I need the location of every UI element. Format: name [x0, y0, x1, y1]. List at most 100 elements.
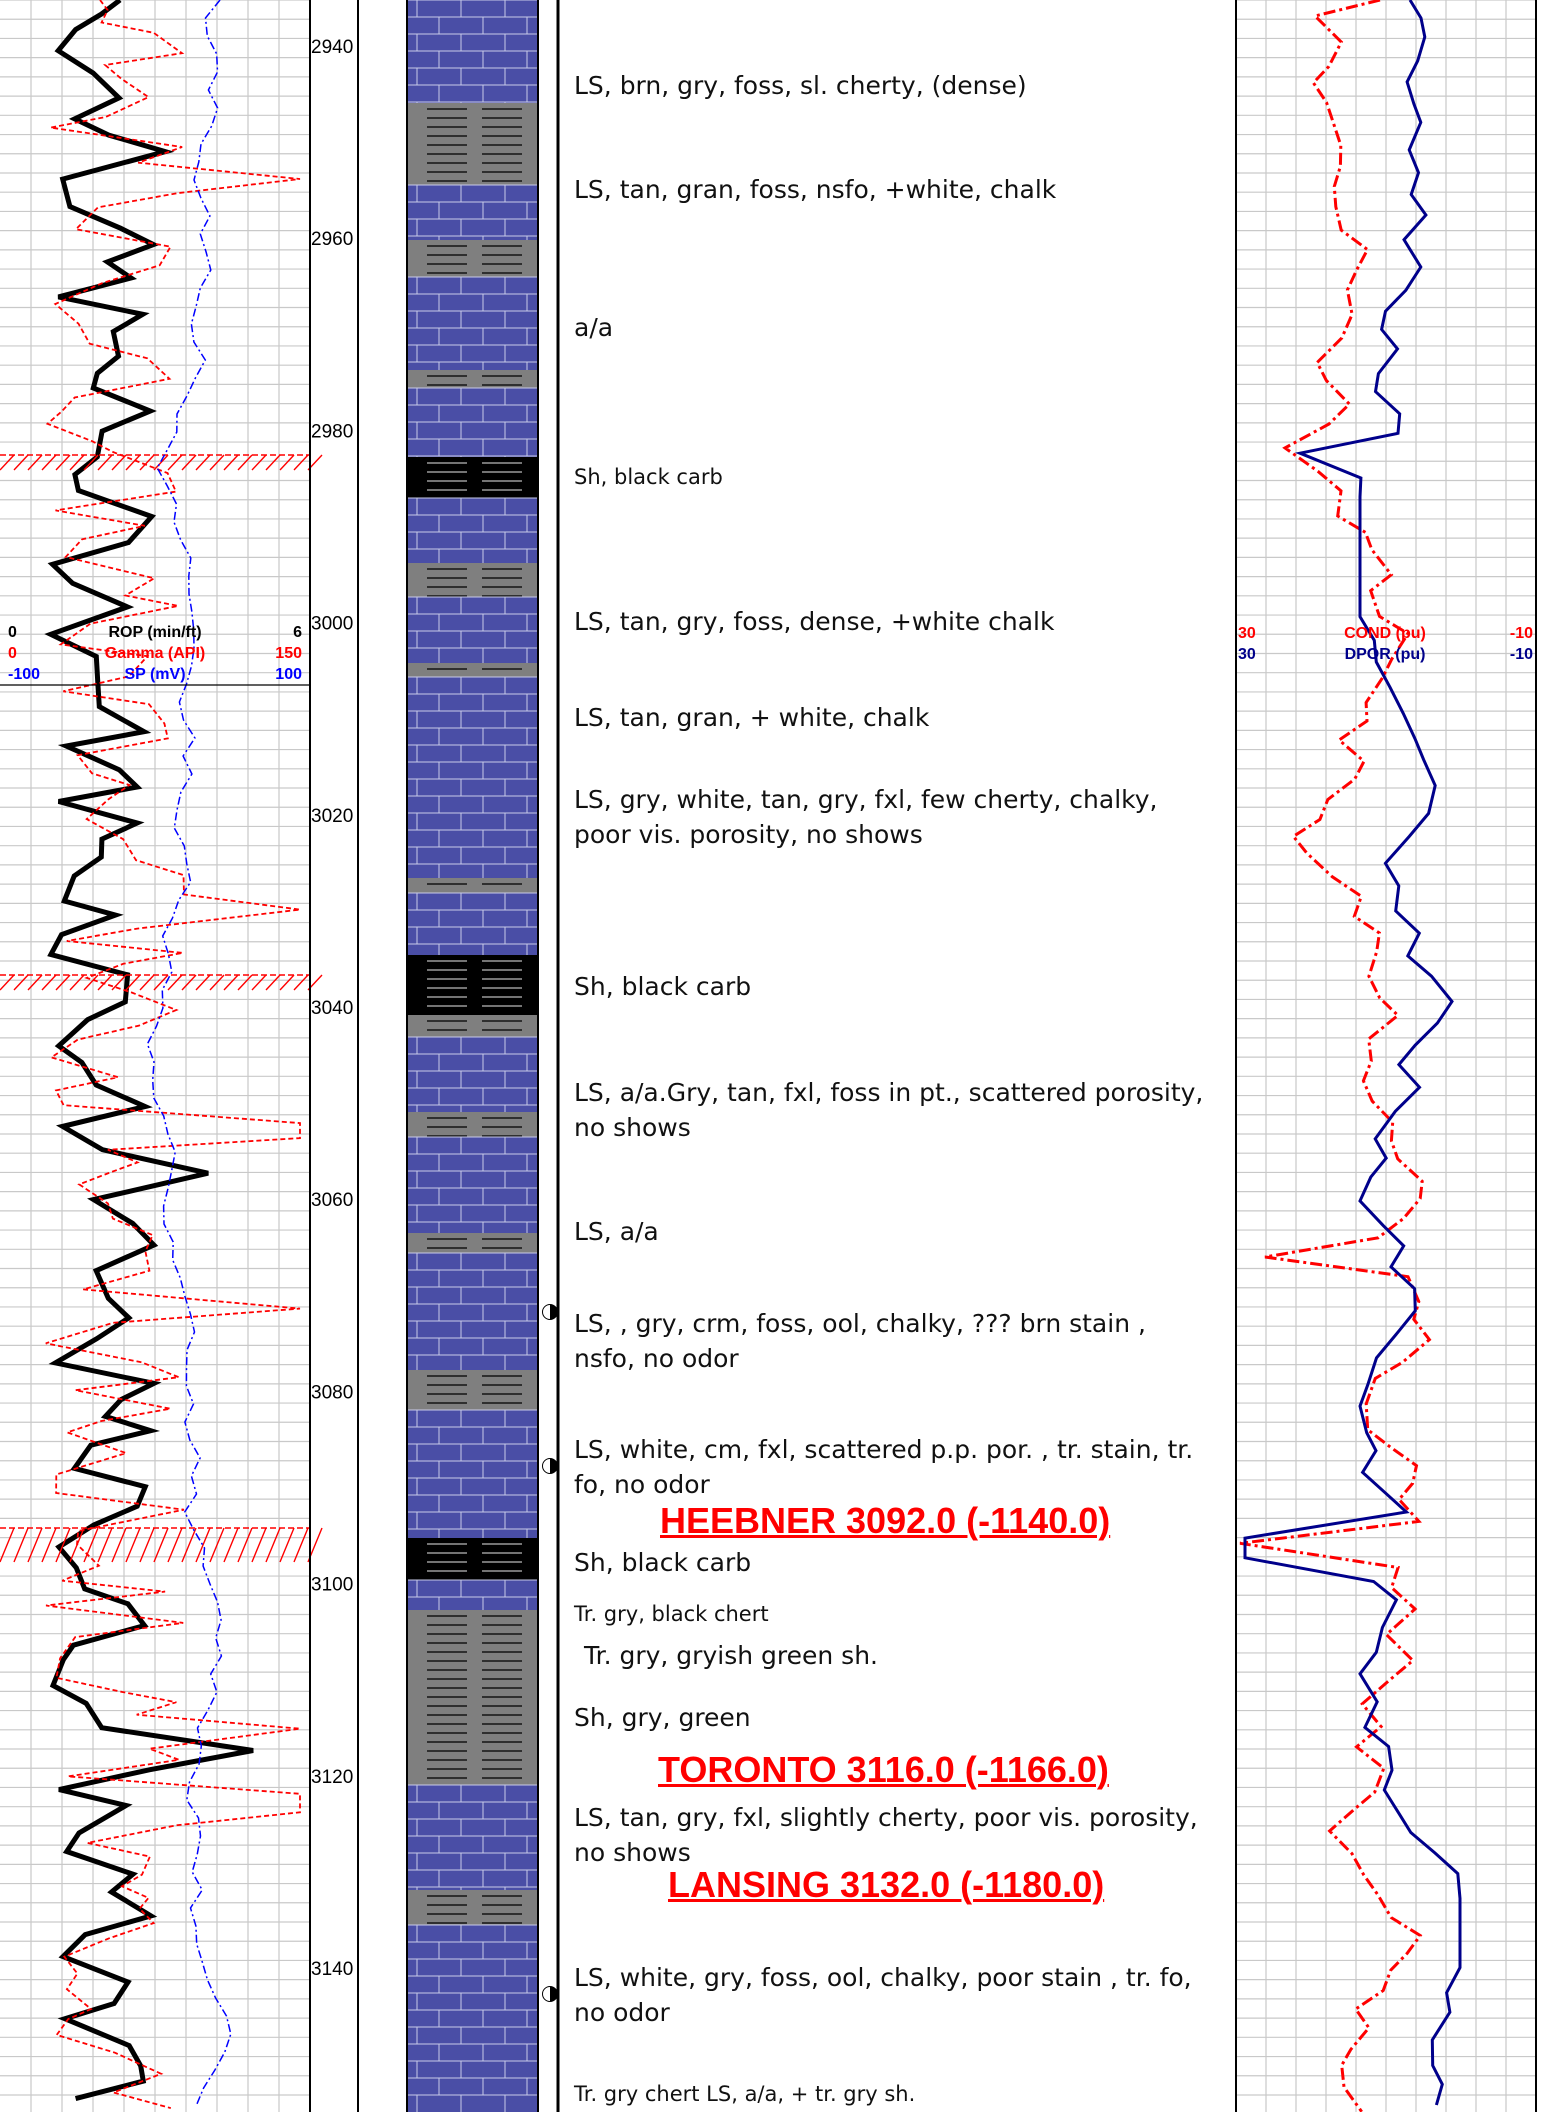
limestone-interval — [407, 1037, 538, 1112]
dpor-scale-max: -10 — [1510, 646, 1533, 663]
gamma-hatch — [13, 1527, 29, 1563]
cond-scale-min: 30 — [1238, 625, 1256, 642]
lithology-column — [407, 0, 538, 2112]
shale-interval — [407, 1538, 538, 1580]
gamma-hatch — [97, 454, 113, 471]
gamma-hatch — [195, 974, 211, 991]
gamma-hatch — [251, 1527, 267, 1563]
rop-curve — [44, 0, 254, 2102]
gamma-hatch — [223, 974, 239, 991]
gamma-curve — [45, 0, 301, 2109]
lithology-description: LS, a/a.Gry, tan, fxl, foss in pt., scat… — [574, 1078, 1204, 1142]
shale-interval — [407, 370, 538, 388]
gamma-hatch — [125, 1527, 141, 1563]
gamma-hatch — [97, 974, 113, 991]
sp-scale-label: SP (mV) — [124, 666, 185, 683]
shale-interval — [407, 1112, 538, 1137]
depth-label: 3140 — [311, 1959, 353, 1980]
gamma-hatch — [139, 454, 155, 471]
limestone-interval — [407, 893, 538, 955]
gamma-hatch — [55, 974, 71, 991]
lithology-description: Sh, black carb — [574, 465, 723, 489]
depth-label: 3100 — [311, 1575, 353, 1596]
gamma-hatch — [69, 974, 85, 991]
gamma-hatch — [293, 974, 309, 991]
limestone-interval — [407, 185, 538, 240]
gamma-hatch — [209, 454, 225, 471]
gamma-hatch — [83, 454, 99, 471]
gamma-hatch — [153, 974, 169, 991]
lithology-description: LS, tan, gran, foss, nsfo, +white, chalk — [574, 175, 1057, 204]
cond-curve — [1239, 0, 1432, 2112]
gamma-hatch — [181, 1527, 197, 1563]
lithology-description: LS, tan, gry, fxl, slightly cherty, poor… — [574, 1803, 1198, 1867]
gamma-hatch — [153, 1527, 169, 1563]
gamma-hatch — [279, 974, 295, 991]
cond-scale-label: COND (pu) — [1344, 625, 1426, 642]
gamma-hatch — [69, 1527, 85, 1563]
depth-label: 2980 — [311, 421, 353, 442]
sp-scale-min: -100 — [8, 666, 40, 683]
formation-top-heebner: HEEBNER 3092.0 (-1140.0) — [660, 1500, 1111, 1541]
formation-top-toronto: TORONTO 3116.0 (-1166.0) — [658, 1749, 1109, 1790]
limestone-interval — [407, 1410, 538, 1538]
gamma-hatch — [41, 1527, 57, 1563]
oil-show-icon — [542, 1458, 558, 1474]
gamma-hatch — [167, 974, 183, 991]
left-track-grid — [0, 0, 310, 2112]
shale-interval — [407, 457, 538, 498]
shale-interval — [407, 955, 538, 1015]
shale-interval — [407, 878, 538, 893]
gamma-hatch — [0, 974, 15, 991]
track-borders — [309, 0, 1537, 2112]
lithology-description: LS, brn, gry, foss, sl. cherty, (dense) — [574, 71, 1027, 100]
limestone-interval — [407, 1925, 538, 2112]
limestone-interval — [407, 677, 538, 878]
gamma-hatch — [125, 454, 141, 471]
gamma-hatch — [83, 974, 99, 991]
limestone-interval — [407, 1785, 538, 1890]
sp-curve — [146, 0, 232, 2107]
gamma-hatch — [139, 1527, 155, 1563]
depth-label: 3080 — [311, 1382, 353, 1403]
limestone-interval — [407, 597, 538, 663]
gamma-hatch — [27, 1527, 43, 1563]
depth-labels: 2940 2960 2980 3000 3020 3040 3060 3080 3100 3120… — [311, 37, 353, 1980]
limestone-interval — [407, 1580, 538, 1610]
gamma-hatch — [41, 454, 57, 471]
lithology-description: Sh, black carb — [574, 1548, 752, 1577]
gamma-hatch — [279, 1527, 295, 1563]
gamma-hatch — [111, 1527, 127, 1563]
gamma-hatch — [223, 1527, 239, 1563]
depth-label: 2960 — [311, 229, 353, 250]
depth-label: 3060 — [311, 1190, 353, 1211]
dpor-scale-min: 30 — [1238, 646, 1256, 663]
lithology-description: LS, white, gry, foss, ool, chalky, poor … — [574, 1963, 1192, 2027]
gamma-hatch — [55, 454, 71, 471]
gamma-hatch — [125, 974, 141, 991]
gamma-scale-max: 150 — [275, 645, 302, 662]
gamma-hatch — [293, 454, 309, 471]
gamma-hatch — [237, 454, 253, 471]
gamma-hatch — [13, 974, 29, 991]
gamma-hatch — [55, 1527, 71, 1563]
gamma-hatch — [167, 454, 183, 471]
gamma-hatch — [251, 974, 267, 991]
gamma-hatch — [13, 454, 29, 471]
right-track-grid — [1236, 0, 1536, 2112]
lithology-description: a/a — [574, 313, 614, 342]
gamma-hatch — [69, 454, 85, 471]
gamma-hatch — [0, 454, 15, 471]
gamma-hatch — [27, 974, 43, 991]
log-curves — [0, 0, 1462, 2112]
oil-show-icon — [542, 1986, 558, 2002]
rop-scale-min: 0 — [8, 624, 17, 641]
shale-interval — [407, 663, 538, 677]
gamma-hatch — [0, 1527, 15, 1563]
gamma-hatch — [265, 974, 281, 991]
cond-scale-max: -10 — [1510, 625, 1533, 642]
gamma-hatch — [181, 454, 197, 471]
lithology-description: LS, gry, white, tan, gry, fxl, few chert… — [574, 785, 1158, 849]
lithology-description: LS, tan, gry, foss, dense, +white chalk — [574, 607, 1055, 636]
gamma-hatch — [167, 1527, 183, 1563]
